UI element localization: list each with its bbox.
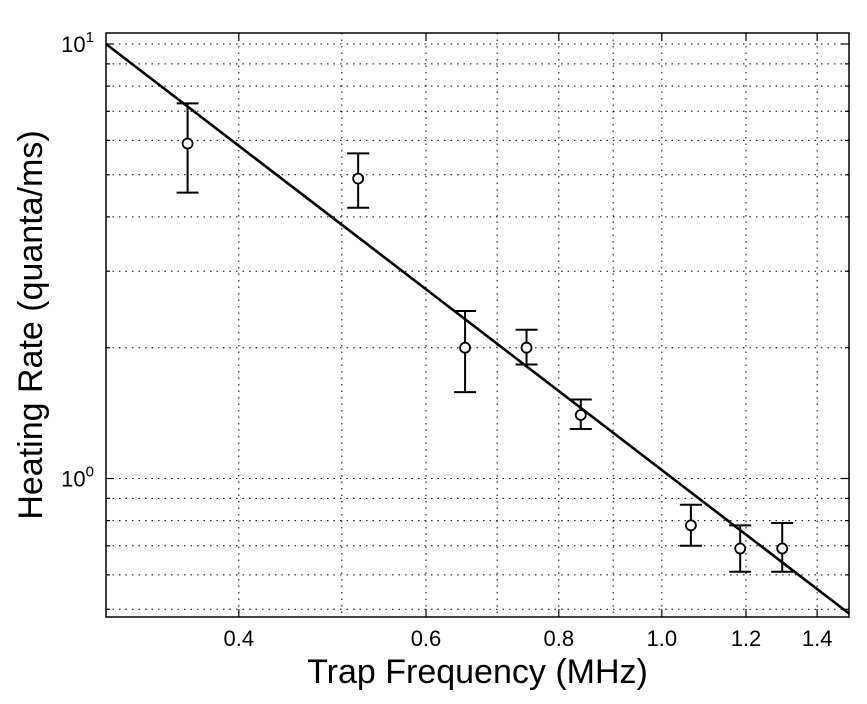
data-points: [176, 102, 794, 573]
plot-frame: [105, 32, 850, 618]
grid-lines: [106, 33, 849, 617]
data-marker: [734, 542, 747, 555]
data-point: [347, 152, 370, 209]
x-tick-label: 1.0: [647, 626, 678, 651]
data-point: [515, 328, 538, 366]
data-marker: [181, 137, 194, 150]
data-point: [454, 309, 477, 394]
x-tick-label: 1.2: [731, 626, 762, 651]
data-point: [569, 398, 592, 430]
data-marker: [520, 341, 533, 354]
data-marker: [352, 172, 365, 185]
x-tick-label: 0.8: [544, 626, 575, 651]
x-tick-label: 0.4: [224, 626, 255, 651]
x-axis-title: Trap Frequency (MHz): [307, 653, 648, 691]
y-tick-label: 100: [61, 463, 94, 491]
data-marker: [574, 409, 587, 421]
data-marker: [776, 542, 789, 555]
data-marker: [684, 519, 697, 532]
fit-line-group: [105, 42, 850, 615]
data-point: [771, 521, 794, 573]
axis-ticks: [106, 33, 849, 617]
data-point: [679, 503, 702, 547]
fit-line: [105, 42, 850, 615]
data-point: [176, 102, 199, 194]
y-tick-labels: 100 101: [61, 29, 94, 492]
data-point: [729, 524, 752, 573]
y-axis-title: Heating Rate (quanta/ms): [12, 130, 50, 519]
x-tick-label: 0.6: [411, 626, 442, 651]
x-tick-label: 1.4: [802, 626, 833, 651]
data-marker: [459, 341, 471, 354]
y-tick-label: 101: [61, 29, 94, 57]
x-tick-labels: 0.4 0.6 0.8 1.0 1.2 1.4: [224, 626, 833, 651]
